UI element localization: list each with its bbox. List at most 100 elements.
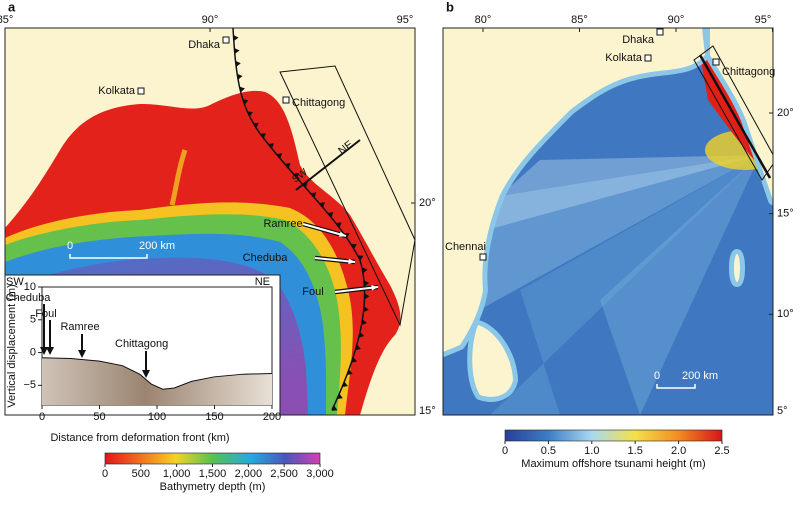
front-tooth — [364, 280, 370, 287]
city-marker — [282, 96, 290, 104]
colorbar-tick-label: 1.5 — [628, 445, 643, 457]
wave-beam — [443, 155, 760, 330]
city-label: Dhaka — [622, 34, 655, 46]
arrow-head — [339, 231, 346, 237]
y-axis-label: Vertical displacement (m) — [6, 284, 18, 408]
displacement-area — [42, 357, 272, 405]
y-tick-label: 5 — [30, 314, 36, 326]
wave-beam — [450, 155, 760, 240]
colorbar-tick-label: 3,000 — [306, 468, 334, 480]
lon-tick-label: 80° — [475, 14, 492, 26]
front-tooth — [337, 393, 343, 399]
lat-tick-label: 5° — [777, 405, 788, 417]
lon-tick-label: 95° — [397, 14, 414, 26]
panel-letter: b — [446, 0, 454, 14]
colorbar-tick-label: 2,000 — [235, 468, 263, 480]
colorbar-tick-label: 1.0 — [584, 445, 599, 457]
deformation-front — [232, 27, 366, 411]
lat-tick-label: 10° — [777, 308, 794, 320]
front-tooth — [293, 172, 300, 179]
city-label: Chittagong — [292, 97, 345, 109]
scale-label: 0 — [67, 240, 73, 252]
front-tooth — [358, 331, 365, 338]
x-tick-label: 100 — [148, 411, 166, 423]
scale-label: 200 km — [139, 240, 175, 252]
frame-b — [442, 27, 774, 416]
lon-tick-label: 85° — [0, 14, 13, 26]
y-tick-label: 10 — [24, 281, 36, 293]
land — [443, 28, 773, 397]
colorbar-tick-label: 2.5 — [714, 445, 729, 457]
front-tooth — [301, 182, 308, 189]
y-tick-label: −5 — [23, 379, 36, 391]
map-b — [443, 28, 773, 415]
wave-beam — [490, 155, 760, 415]
x-tick-label: 200 — [263, 411, 281, 423]
front-tooth — [233, 34, 239, 41]
arrow-head — [40, 347, 48, 355]
front-tooth — [363, 306, 369, 313]
arrow — [302, 223, 347, 237]
annotation-label: Chittagong — [115, 338, 168, 350]
colorbar-tick-label: 500 — [132, 468, 150, 480]
scale-bar — [69, 254, 148, 259]
source-box — [279, 65, 416, 327]
front-tooth — [268, 143, 274, 149]
lon-tick-label: 90° — [202, 14, 219, 26]
front-tooth — [239, 86, 245, 93]
scale-label: 200 km — [682, 370, 718, 382]
city-marker — [656, 28, 664, 36]
colorbar-tick-label: 1,000 — [163, 468, 191, 480]
island-label: Cheduba — [243, 252, 289, 264]
front-tooth — [327, 212, 334, 218]
profile-end: SW — [6, 276, 24, 288]
lon-tick-label: 85° — [571, 14, 588, 26]
colorbar-tick-label: 0 — [102, 468, 108, 480]
island-label: Ramree — [263, 218, 302, 230]
front-tooth — [361, 319, 367, 326]
annotation-label: Foul — [35, 308, 56, 320]
lat-tick-label: 20° — [419, 197, 436, 209]
annotation-label: Cheduba — [6, 292, 52, 304]
colorbar-title: Maximum offshore tsunami height (m) — [521, 458, 705, 470]
x-tick-label: 50 — [93, 411, 105, 423]
arrow-head — [78, 350, 86, 358]
x-axis-label: Distance from deformation front (km) — [50, 432, 229, 444]
x-tick-label: 0 — [39, 411, 45, 423]
rupture — [698, 54, 772, 179]
city-marker — [712, 58, 720, 66]
colorbar — [504, 429, 723, 442]
city-marker — [644, 54, 652, 62]
lat-tick-label: 15° — [777, 208, 794, 220]
city-marker — [137, 87, 145, 95]
arrow-head — [348, 258, 355, 265]
front-tooth — [355, 344, 361, 351]
annotation-label: Ramree — [60, 321, 99, 333]
profile-end: NE — [255, 276, 270, 288]
front-tooth — [310, 192, 317, 198]
source-box — [693, 45, 773, 181]
colorbar-tick-label: 1,500 — [199, 468, 227, 480]
front-tooth — [346, 369, 353, 375]
displacement-line — [41, 357, 273, 390]
city-label: Kolkata — [605, 52, 643, 64]
front-tooth — [242, 99, 249, 105]
front-tooth — [364, 293, 370, 300]
front-tooth — [351, 357, 358, 363]
front-tooth — [350, 244, 357, 250]
front-tooth — [252, 122, 259, 129]
front-tooth — [357, 255, 364, 261]
front-tooth — [342, 381, 348, 388]
panel-letter: a — [8, 0, 16, 14]
front-tooth — [247, 111, 253, 117]
colorbar-title: Bathymetry depth (m) — [160, 481, 266, 493]
front-tooth — [319, 202, 325, 208]
x-tick-label: 150 — [205, 411, 223, 423]
front-tooth — [362, 267, 368, 274]
front-tooth — [237, 73, 243, 80]
lat-tick-label: 15° — [419, 405, 436, 417]
lon-tick-label: 90° — [668, 14, 685, 26]
arrow — [314, 257, 356, 263]
wave-beam — [600, 155, 760, 415]
